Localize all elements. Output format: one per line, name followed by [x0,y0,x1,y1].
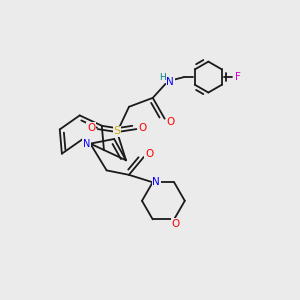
Text: O: O [167,117,175,127]
Text: O: O [145,149,153,159]
Text: O: O [172,219,180,229]
Text: O: O [139,123,147,133]
Text: F: F [235,72,240,82]
Text: N: N [152,177,160,187]
Text: O: O [87,123,95,133]
Text: N: N [83,139,90,148]
Text: S: S [113,127,121,136]
Text: H: H [159,73,166,82]
Text: N: N [166,76,174,86]
